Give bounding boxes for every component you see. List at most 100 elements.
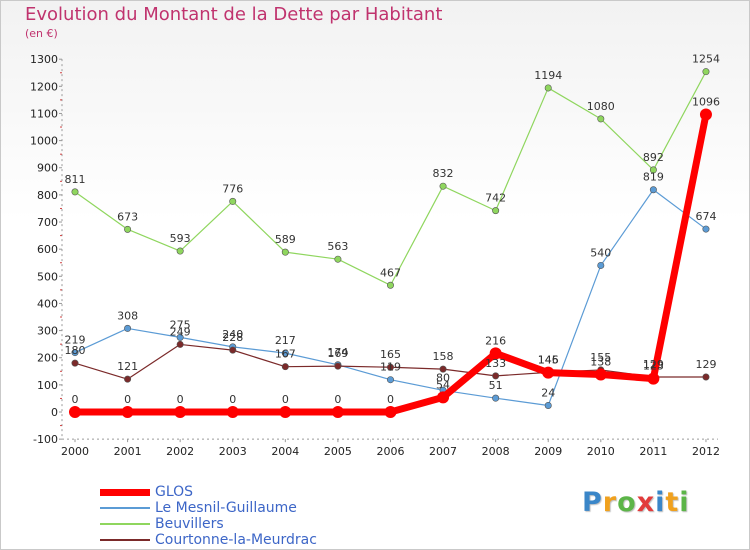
y-tick-label: 300 [37,325,58,338]
data-label: 228 [222,331,243,344]
data-point [331,406,344,418]
data-label: 742 [485,192,506,205]
y-tick-label: 700 [37,216,58,229]
data-label: 24 [541,386,555,399]
data-point [281,248,289,256]
legend-label: Beuvillers [155,516,224,532]
data-point [386,376,394,384]
data-point [281,363,289,371]
legend-swatch [100,489,150,496]
y-tick-label: 900 [37,162,58,175]
chart-title: Evolution du Montant de la Dette par Hab… [25,4,443,25]
x-tick-label: 2005 [324,445,352,458]
data-point [69,406,81,418]
data-label: 589 [275,233,296,246]
legend-swatch [100,523,150,525]
data-label: 54 [436,378,450,391]
legend-label: Le Mesnil-Guillaume [155,500,297,516]
chart-legend: GLOS Le Mesnil-Guillaume Beuvillers Courton… [100,484,360,548]
data-point [702,373,710,381]
legend-swatch [100,507,150,509]
y-tick-label: 200 [37,352,58,365]
x-tick-label: 2009 [534,445,562,458]
data-label: 0 [72,393,79,406]
data-label: 133 [485,357,506,370]
data-point [489,347,502,360]
data-point [124,225,132,233]
data-point [334,255,342,263]
y-tick-label: 1300 [30,53,58,66]
data-point [702,68,710,76]
data-label: 0 [387,393,394,406]
legend-label: Courtonne-la-Meurdrac [155,532,317,548]
x-tick-label: 2008 [482,445,510,458]
legend-item: Le Mesnil-Guillaume [100,500,360,516]
chart-subtitle: (en €) [25,27,58,40]
data-point [226,406,239,418]
x-tick-label: 2000 [61,445,89,458]
data-label: 217 [275,334,296,347]
x-tick-label: 2007 [429,445,457,458]
data-label: 167 [275,348,296,361]
data-label: 1096 [692,96,720,109]
data-label: 119 [380,361,401,374]
data-label: 275 [170,318,191,331]
data-label: 540 [590,246,611,259]
data-point [597,115,605,123]
data-label: 467 [380,266,401,279]
data-label: 1080 [587,100,615,113]
data-point [71,359,79,367]
data-label: 674 [695,210,716,223]
data-label: 129 [695,358,716,371]
data-point [492,372,500,380]
legend-item: Courtonne-la-Meurdrac [100,532,360,548]
data-label: 673 [117,210,138,223]
data-point [699,108,712,121]
data-point [439,182,447,190]
y-tick-label: 1100 [30,107,58,120]
y-tick-label: 1200 [30,80,58,93]
y-tick-label: 1000 [30,135,58,148]
data-label: 1254 [692,53,720,66]
data-label: 0 [334,393,341,406]
data-point [439,365,447,373]
data-label: 129 [643,358,664,371]
data-label: 0 [124,393,131,406]
data-label: 308 [117,309,138,322]
data-point [649,166,657,174]
x-tick-label: 2012 [692,445,720,458]
y-tick-label: 400 [37,297,58,310]
data-label: 0 [177,393,184,406]
x-tick-label: 2006 [376,445,404,458]
data-point [437,391,450,404]
proxiti-logo: Proxiti [582,487,690,518]
data-point [492,394,500,402]
data-label: 146 [538,353,559,366]
data-label: 1194 [534,69,562,82]
data-point [544,401,552,409]
data-label: 563 [327,240,348,253]
legend-label: GLOS [155,484,194,500]
data-point [386,281,394,289]
data-label: 169 [327,347,348,360]
data-label: 819 [643,171,664,184]
data-point [176,333,184,341]
y-tick-label: 100 [37,379,58,392]
data-label: 593 [170,232,191,245]
data-label: 249 [170,325,191,338]
data-point [702,225,710,233]
data-label: 138 [590,356,611,369]
legend-swatch [100,539,150,541]
data-point [174,406,187,418]
y-tick-label: 600 [37,243,58,256]
data-point [384,406,397,418]
data-point [279,406,292,418]
x-tick-label: 2003 [219,445,247,458]
data-label: 216 [485,334,506,347]
data-label: 240 [222,328,243,341]
data-point [229,197,237,205]
y-tick-label: 500 [37,270,58,283]
x-tick-label: 2010 [587,445,615,458]
y-tick-label: -100 [33,433,58,446]
data-label: 0 [282,393,289,406]
